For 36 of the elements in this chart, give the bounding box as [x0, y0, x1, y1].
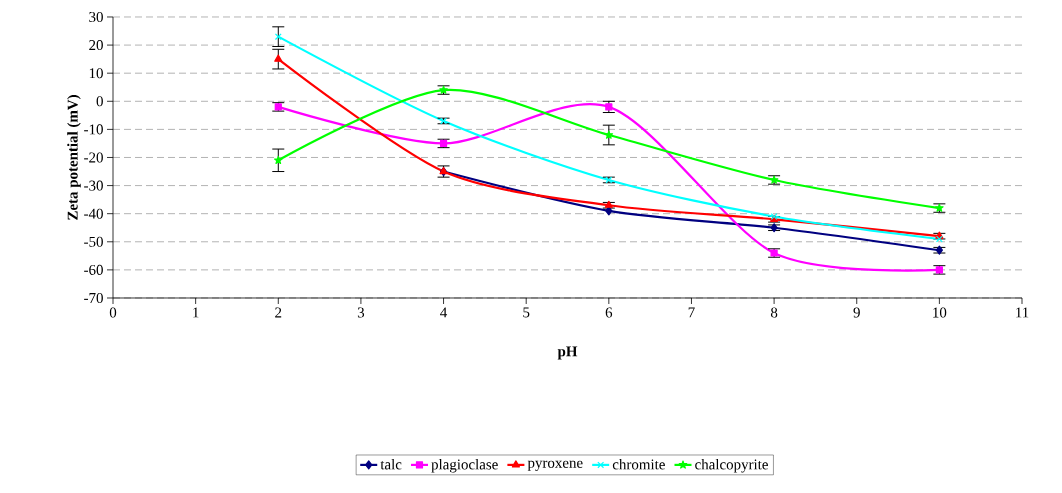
y-axis-title: Zeta potential (mV) [67, 95, 81, 220]
y-tick-label: 20 [89, 40, 103, 51]
y-tick-label: 0 [96, 96, 103, 107]
point [273, 155, 283, 165]
point [935, 245, 943, 255]
point [770, 223, 778, 233]
x-tick-label: 7 [688, 307, 695, 318]
y-tick-label: -30 [84, 180, 103, 191]
x-tick-label: 1 [193, 307, 199, 318]
x-tick-label: 9 [853, 307, 860, 318]
x-tick-label: 11 [1016, 307, 1029, 318]
legend-label: pyroxene [527, 460, 583, 471]
point [274, 54, 283, 62]
y-tick-label: -70 [84, 292, 103, 304]
legend-label: talc [380, 458, 402, 470]
y-tick-label: -40 [84, 208, 103, 219]
point [605, 206, 613, 216]
y-tick-label: -50 [84, 236, 103, 247]
point [604, 200, 613, 208]
y-tick-label: 30 [89, 11, 103, 23]
y-tick-label: -10 [84, 124, 103, 135]
y-tick-label: -20 [84, 152, 103, 163]
x-tick-label: 5 [523, 307, 530, 318]
x-tick-label: 0 [109, 307, 117, 318]
y-tick-label: 10 [89, 68, 103, 79]
y-tick-label: -60 [84, 264, 103, 275]
x-tick-label: 3 [357, 307, 365, 318]
legend-label: chromite [612, 458, 665, 470]
x-tick-label: 4 [440, 307, 448, 318]
legend-label: plagioclase [431, 458, 498, 473]
x-tick-label: 2 [275, 307, 282, 318]
legend-label: chalcopyrite [695, 458, 768, 473]
x-tick-label: 10 [933, 307, 947, 318]
x-axis-title: pH [557, 346, 578, 360]
x-tick-label: 8 [770, 307, 778, 318]
x-tick-label: 6 [605, 307, 613, 318]
